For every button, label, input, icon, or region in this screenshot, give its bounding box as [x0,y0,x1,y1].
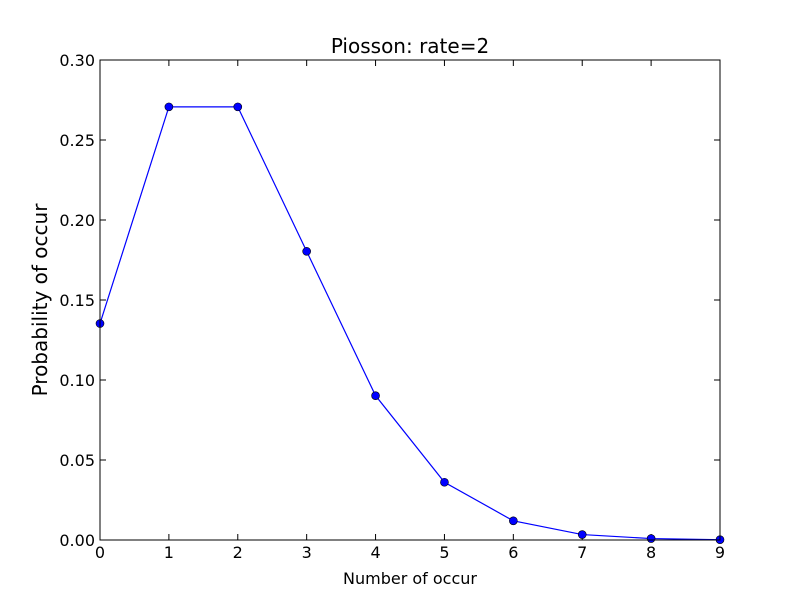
chart-title: Piosson: rate=2 [331,34,489,58]
data-point [302,247,311,256]
data-point [233,102,243,112]
series-layer [95,102,725,544]
x-tick-label: 3 [302,543,312,562]
plot-frame [99,59,721,541]
data-point [577,530,587,539]
x-tick-label: 9 [715,543,725,562]
data-point [646,534,656,543]
y-axis-label: Probability of occur [28,203,52,397]
x-tick-label: 6 [508,543,518,562]
x-tick-label: 8 [646,543,656,562]
x-tick-label: 0 [95,543,105,562]
y-tick-label: 0.30 [59,51,95,70]
data-point [509,516,518,526]
data-point [371,391,380,400]
y-tick-label: 0.20 [59,211,95,230]
y-tick-label: 0.15 [59,291,95,310]
x-tick-label: 1 [164,543,174,562]
x-axis-label: Number of occur [343,569,477,588]
x-tick-label: 4 [370,543,380,562]
y-tick-label: 0.05 [59,451,95,470]
y-tick-label: 0.10 [59,371,95,390]
data-point [164,102,174,112]
y-tick-label: 0.00 [59,531,95,550]
plot-area [100,60,720,540]
data-point [440,477,449,487]
x-tick-label: 5 [439,543,449,562]
y-tick-label: 0.25 [59,131,95,150]
x-tick-label: 2 [233,543,243,562]
x-tick-label: 7 [577,543,587,562]
labels-layer: 0 1 2 3 4 5 6 7 8 9 0.00 0.05 0.10 0.15 0.20 0.25 0.30 [59,51,725,562]
series-line [99,106,721,541]
